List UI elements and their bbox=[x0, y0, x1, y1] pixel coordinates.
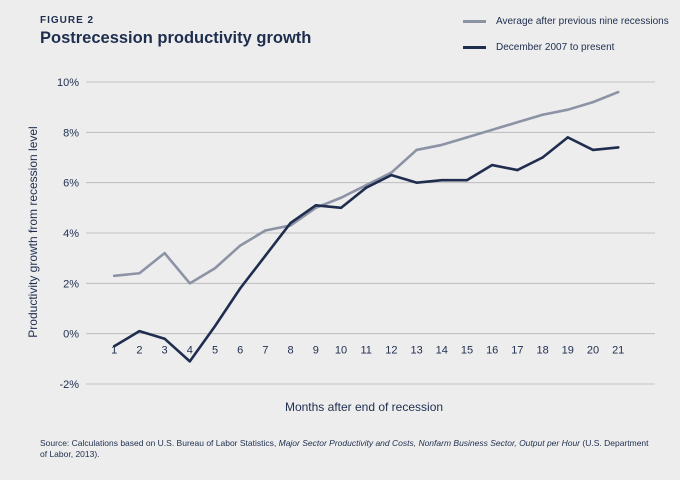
legend: Average after previous nine recessions D… bbox=[463, 13, 669, 65]
source-note: Source: Calculations based on U.S. Burea… bbox=[40, 438, 650, 460]
x-tick-label: 12 bbox=[385, 345, 397, 357]
legend-item-average: Average after previous nine recessions bbox=[463, 13, 669, 30]
x-tick-label: 13 bbox=[410, 345, 422, 357]
data-point bbox=[617, 90, 620, 94]
data-point bbox=[314, 204, 317, 207]
x-tick-label: 11 bbox=[360, 345, 371, 357]
y-tick-label: 8% bbox=[63, 127, 79, 139]
x-tick-label: 7 bbox=[262, 345, 268, 357]
legend-label-dec2007: December 2007 to present bbox=[496, 42, 615, 53]
x-tick-label: 9 bbox=[313, 345, 319, 357]
data-point bbox=[415, 148, 418, 152]
source-prefix: Source: Calculations based on U.S. Burea… bbox=[40, 438, 279, 448]
chart-title: Postrecession productivity growth bbox=[40, 29, 312, 47]
data-point bbox=[213, 324, 217, 328]
x-tick-label: 19 bbox=[562, 345, 574, 357]
data-point bbox=[566, 136, 569, 139]
legend-item-dec2007: December 2007 to present bbox=[463, 39, 669, 56]
data-point bbox=[138, 272, 141, 275]
x-tick-label: 14 bbox=[436, 345, 448, 357]
data-point bbox=[440, 143, 443, 147]
x-tick-label: 6 bbox=[237, 345, 243, 357]
data-point bbox=[339, 206, 343, 210]
x-tick-labels: 1 2 3 4 5 6 7 8 9 10 11 12 13 14 15 16 17 18 19 20 21 bbox=[111, 345, 624, 357]
data-point bbox=[541, 156, 544, 159]
x-tick-label: 18 bbox=[536, 345, 548, 357]
legend-label-average: Average after previous nine recessions bbox=[496, 16, 669, 27]
legend-swatch-average bbox=[463, 20, 486, 23]
series-lines bbox=[112, 90, 620, 363]
data-point bbox=[339, 196, 343, 199]
gridlines bbox=[86, 81, 655, 385]
source-italic: Major Sector Productivity and Costs, Non… bbox=[278, 438, 581, 448]
y-tick-label: 4% bbox=[63, 228, 79, 240]
data-point bbox=[390, 173, 393, 177]
data-point bbox=[163, 251, 166, 255]
data-point bbox=[516, 168, 519, 172]
data-point bbox=[239, 287, 242, 290]
y-tick-label: 10% bbox=[57, 77, 79, 89]
data-point bbox=[365, 186, 368, 189]
x-tick-label: 17 bbox=[511, 345, 523, 357]
x-tick-label: 8 bbox=[288, 345, 294, 357]
data-point bbox=[239, 244, 242, 247]
y-tick-label: 0% bbox=[63, 329, 79, 341]
data-point bbox=[113, 274, 116, 277]
x-tick-label: 10 bbox=[335, 345, 347, 357]
y-axis-title: Productivity growth from recession level bbox=[26, 126, 40, 337]
data-point bbox=[390, 171, 393, 174]
data-point bbox=[113, 345, 116, 348]
data-point bbox=[591, 100, 595, 104]
x-tick-label: 20 bbox=[587, 345, 599, 357]
x-tick-label: 15 bbox=[461, 345, 473, 357]
data-point bbox=[516, 121, 519, 124]
data-point bbox=[617, 146, 620, 149]
data-point bbox=[188, 282, 191, 285]
data-point bbox=[491, 128, 494, 132]
y-tick-label: 6% bbox=[63, 178, 79, 190]
series-line-dec2007 bbox=[112, 136, 620, 363]
data-point bbox=[566, 108, 569, 111]
x-tick-label: 5 bbox=[212, 345, 218, 357]
x-tick-label: 21 bbox=[612, 345, 624, 357]
data-point bbox=[213, 267, 217, 270]
data-point bbox=[188, 360, 191, 363]
x-tick-label: 4 bbox=[187, 345, 193, 357]
legend-swatch-dec2007 bbox=[463, 46, 486, 49]
x-tick-label: 1 bbox=[111, 345, 117, 357]
data-point bbox=[465, 178, 469, 182]
x-tick-label: 3 bbox=[162, 345, 168, 357]
x-axis-title: Months after end of recession bbox=[285, 400, 443, 414]
data-point bbox=[465, 136, 469, 139]
source-suffix: (U.S. Department of Labor, 2013). bbox=[40, 438, 649, 459]
x-tick-label: 2 bbox=[136, 345, 142, 357]
data-point bbox=[365, 183, 368, 187]
data-point bbox=[289, 221, 292, 225]
figure-label: FIGURE 2 bbox=[40, 15, 95, 26]
data-point bbox=[440, 178, 443, 182]
y-tick-label: 2% bbox=[63, 278, 79, 290]
data-point bbox=[138, 329, 141, 333]
y-tick-labels: -2% 0% 2% 4% 6% 8% 10% bbox=[57, 77, 79, 391]
data-point bbox=[264, 229, 267, 232]
data-point bbox=[163, 337, 166, 340]
y-tick-label: -2% bbox=[59, 379, 79, 391]
data-point bbox=[591, 148, 595, 152]
x-tick-label: 16 bbox=[486, 345, 498, 357]
data-point bbox=[264, 254, 267, 257]
data-point bbox=[541, 113, 544, 116]
data-point bbox=[415, 181, 418, 184]
data-point bbox=[491, 163, 494, 167]
